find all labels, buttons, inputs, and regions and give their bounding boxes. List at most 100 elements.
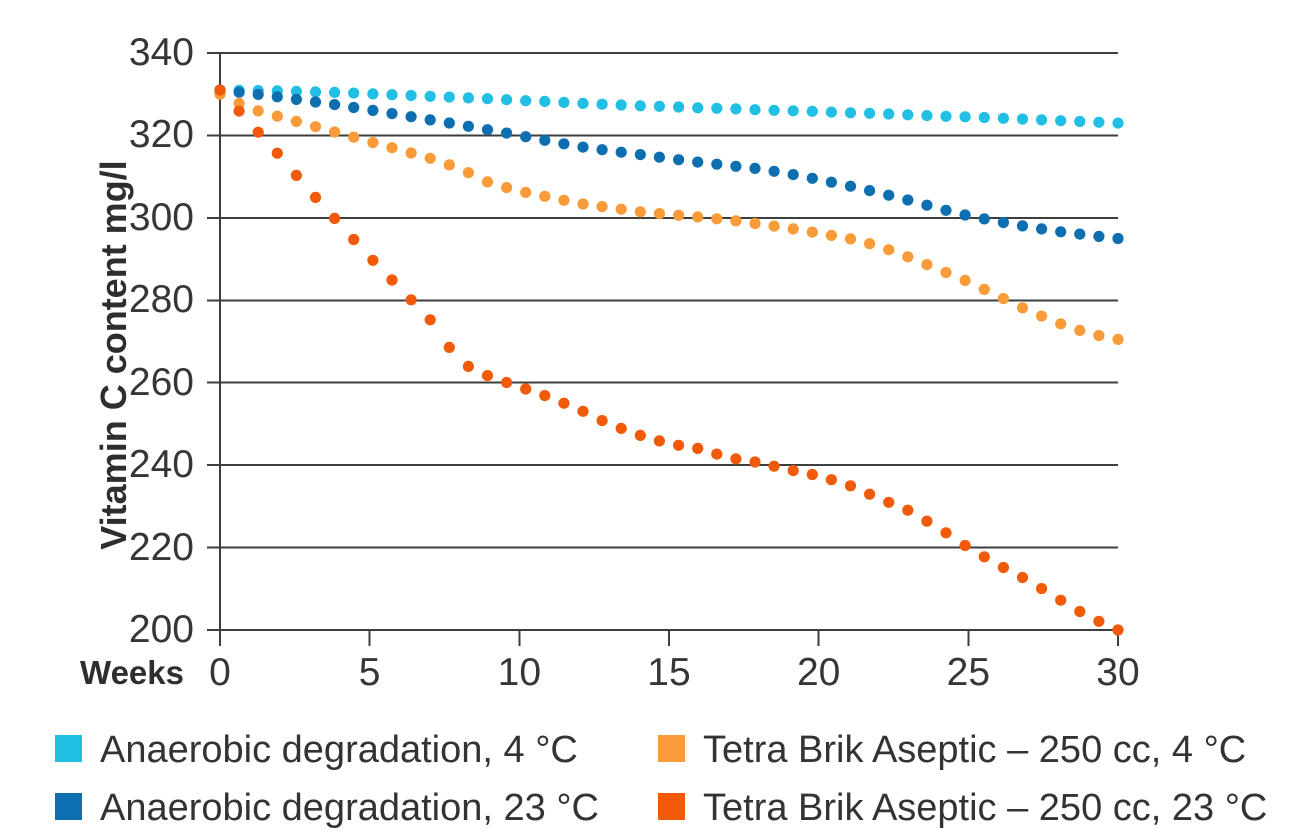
data-point — [692, 102, 704, 114]
data-point — [252, 88, 264, 100]
data-point — [730, 215, 742, 227]
data-point — [959, 111, 971, 123]
data-point — [921, 259, 933, 271]
x-tick-label-15: 15 — [647, 651, 691, 694]
data-point — [615, 146, 627, 158]
data-point — [520, 131, 532, 143]
data-point — [692, 442, 704, 454]
data-point — [577, 141, 589, 153]
data-point — [940, 204, 952, 216]
data-point — [443, 91, 455, 103]
data-point — [711, 158, 723, 170]
data-point — [825, 229, 838, 241]
data-point — [902, 194, 914, 206]
data-point — [290, 85, 302, 97]
data-point — [558, 96, 570, 108]
data-point — [329, 86, 341, 98]
data-point — [462, 120, 474, 132]
data-point — [1055, 594, 1067, 606]
data-point — [787, 169, 799, 181]
y-tick-label-200: 200 — [128, 608, 194, 651]
data-point — [405, 89, 417, 102]
data-point — [634, 100, 646, 112]
data-point — [673, 439, 685, 451]
data-point — [902, 109, 914, 121]
data-point — [501, 182, 513, 194]
data-point — [615, 422, 627, 434]
data-point — [768, 460, 780, 472]
data-point — [806, 172, 818, 184]
data-point — [864, 488, 876, 500]
data-point — [309, 191, 322, 203]
data-point — [309, 121, 322, 133]
data-point — [692, 211, 704, 223]
data-point — [233, 97, 245, 109]
legend-item-3: Tetra Brik Aseptic – 250 cc, 23 °C — [658, 785, 1267, 831]
data-point — [1074, 324, 1086, 336]
data-point — [1016, 113, 1029, 125]
data-point — [348, 101, 360, 114]
legend-label: Tetra Brik Aseptic – 250 cc, 23 °C — [703, 787, 1268, 829]
data-point — [787, 105, 799, 117]
y-tick-label-300: 300 — [128, 195, 194, 239]
data-point — [883, 496, 895, 508]
data-point — [1074, 115, 1086, 128]
data-point — [844, 107, 857, 119]
data-point — [386, 274, 398, 286]
data-point — [405, 294, 417, 306]
data-point — [864, 107, 876, 119]
data-point — [711, 102, 723, 114]
data-point — [864, 238, 876, 250]
data-point — [749, 217, 761, 230]
data-point — [825, 176, 838, 188]
data-point — [864, 185, 876, 197]
data-point — [1074, 228, 1086, 240]
data-point — [1093, 230, 1105, 242]
series-dots-1 — [214, 84, 1124, 245]
series-dots-0 — [214, 84, 1124, 129]
data-point — [1036, 310, 1048, 322]
data-point — [520, 95, 532, 107]
data-point — [558, 397, 570, 409]
data-point — [577, 97, 589, 109]
data-point — [386, 142, 398, 154]
data-point — [692, 156, 704, 168]
data-point — [787, 465, 799, 477]
data-point — [233, 105, 245, 117]
y-tick-label-320: 320 — [128, 113, 194, 157]
data-point — [959, 209, 971, 221]
data-point — [329, 99, 341, 111]
data-point — [443, 341, 455, 353]
data-point — [290, 93, 302, 105]
data-point — [367, 104, 379, 116]
data-point — [596, 415, 608, 427]
data-point — [252, 105, 264, 117]
data-point — [539, 390, 551, 402]
data-point — [558, 138, 570, 150]
data-point — [1055, 226, 1067, 238]
data-point — [348, 87, 360, 99]
legend-item-2: Tetra Brik Aseptic – 250 cc, 4 °C — [658, 727, 1246, 773]
data-point — [539, 95, 551, 107]
data-point — [673, 101, 685, 113]
data-point — [271, 91, 283, 103]
data-point — [271, 110, 283, 122]
legend-label: Anaerobic degradation, 4 °C — [100, 729, 578, 771]
data-point — [1036, 223, 1048, 235]
data-point — [596, 98, 608, 110]
data-point — [959, 274, 971, 286]
data-point — [711, 213, 723, 225]
data-point — [1093, 329, 1105, 342]
x-tick-label-20: 20 — [796, 651, 841, 694]
data-point — [768, 220, 780, 232]
x-tick-label-30: 30 — [1096, 651, 1140, 694]
data-point — [940, 110, 952, 122]
data-point — [577, 405, 589, 417]
data-point — [997, 561, 1010, 574]
data-point — [481, 370, 494, 382]
data-point — [653, 435, 666, 447]
series-dots-3 — [214, 84, 1124, 636]
data-point — [348, 131, 360, 143]
data-point — [462, 92, 474, 104]
data-point — [501, 94, 513, 106]
